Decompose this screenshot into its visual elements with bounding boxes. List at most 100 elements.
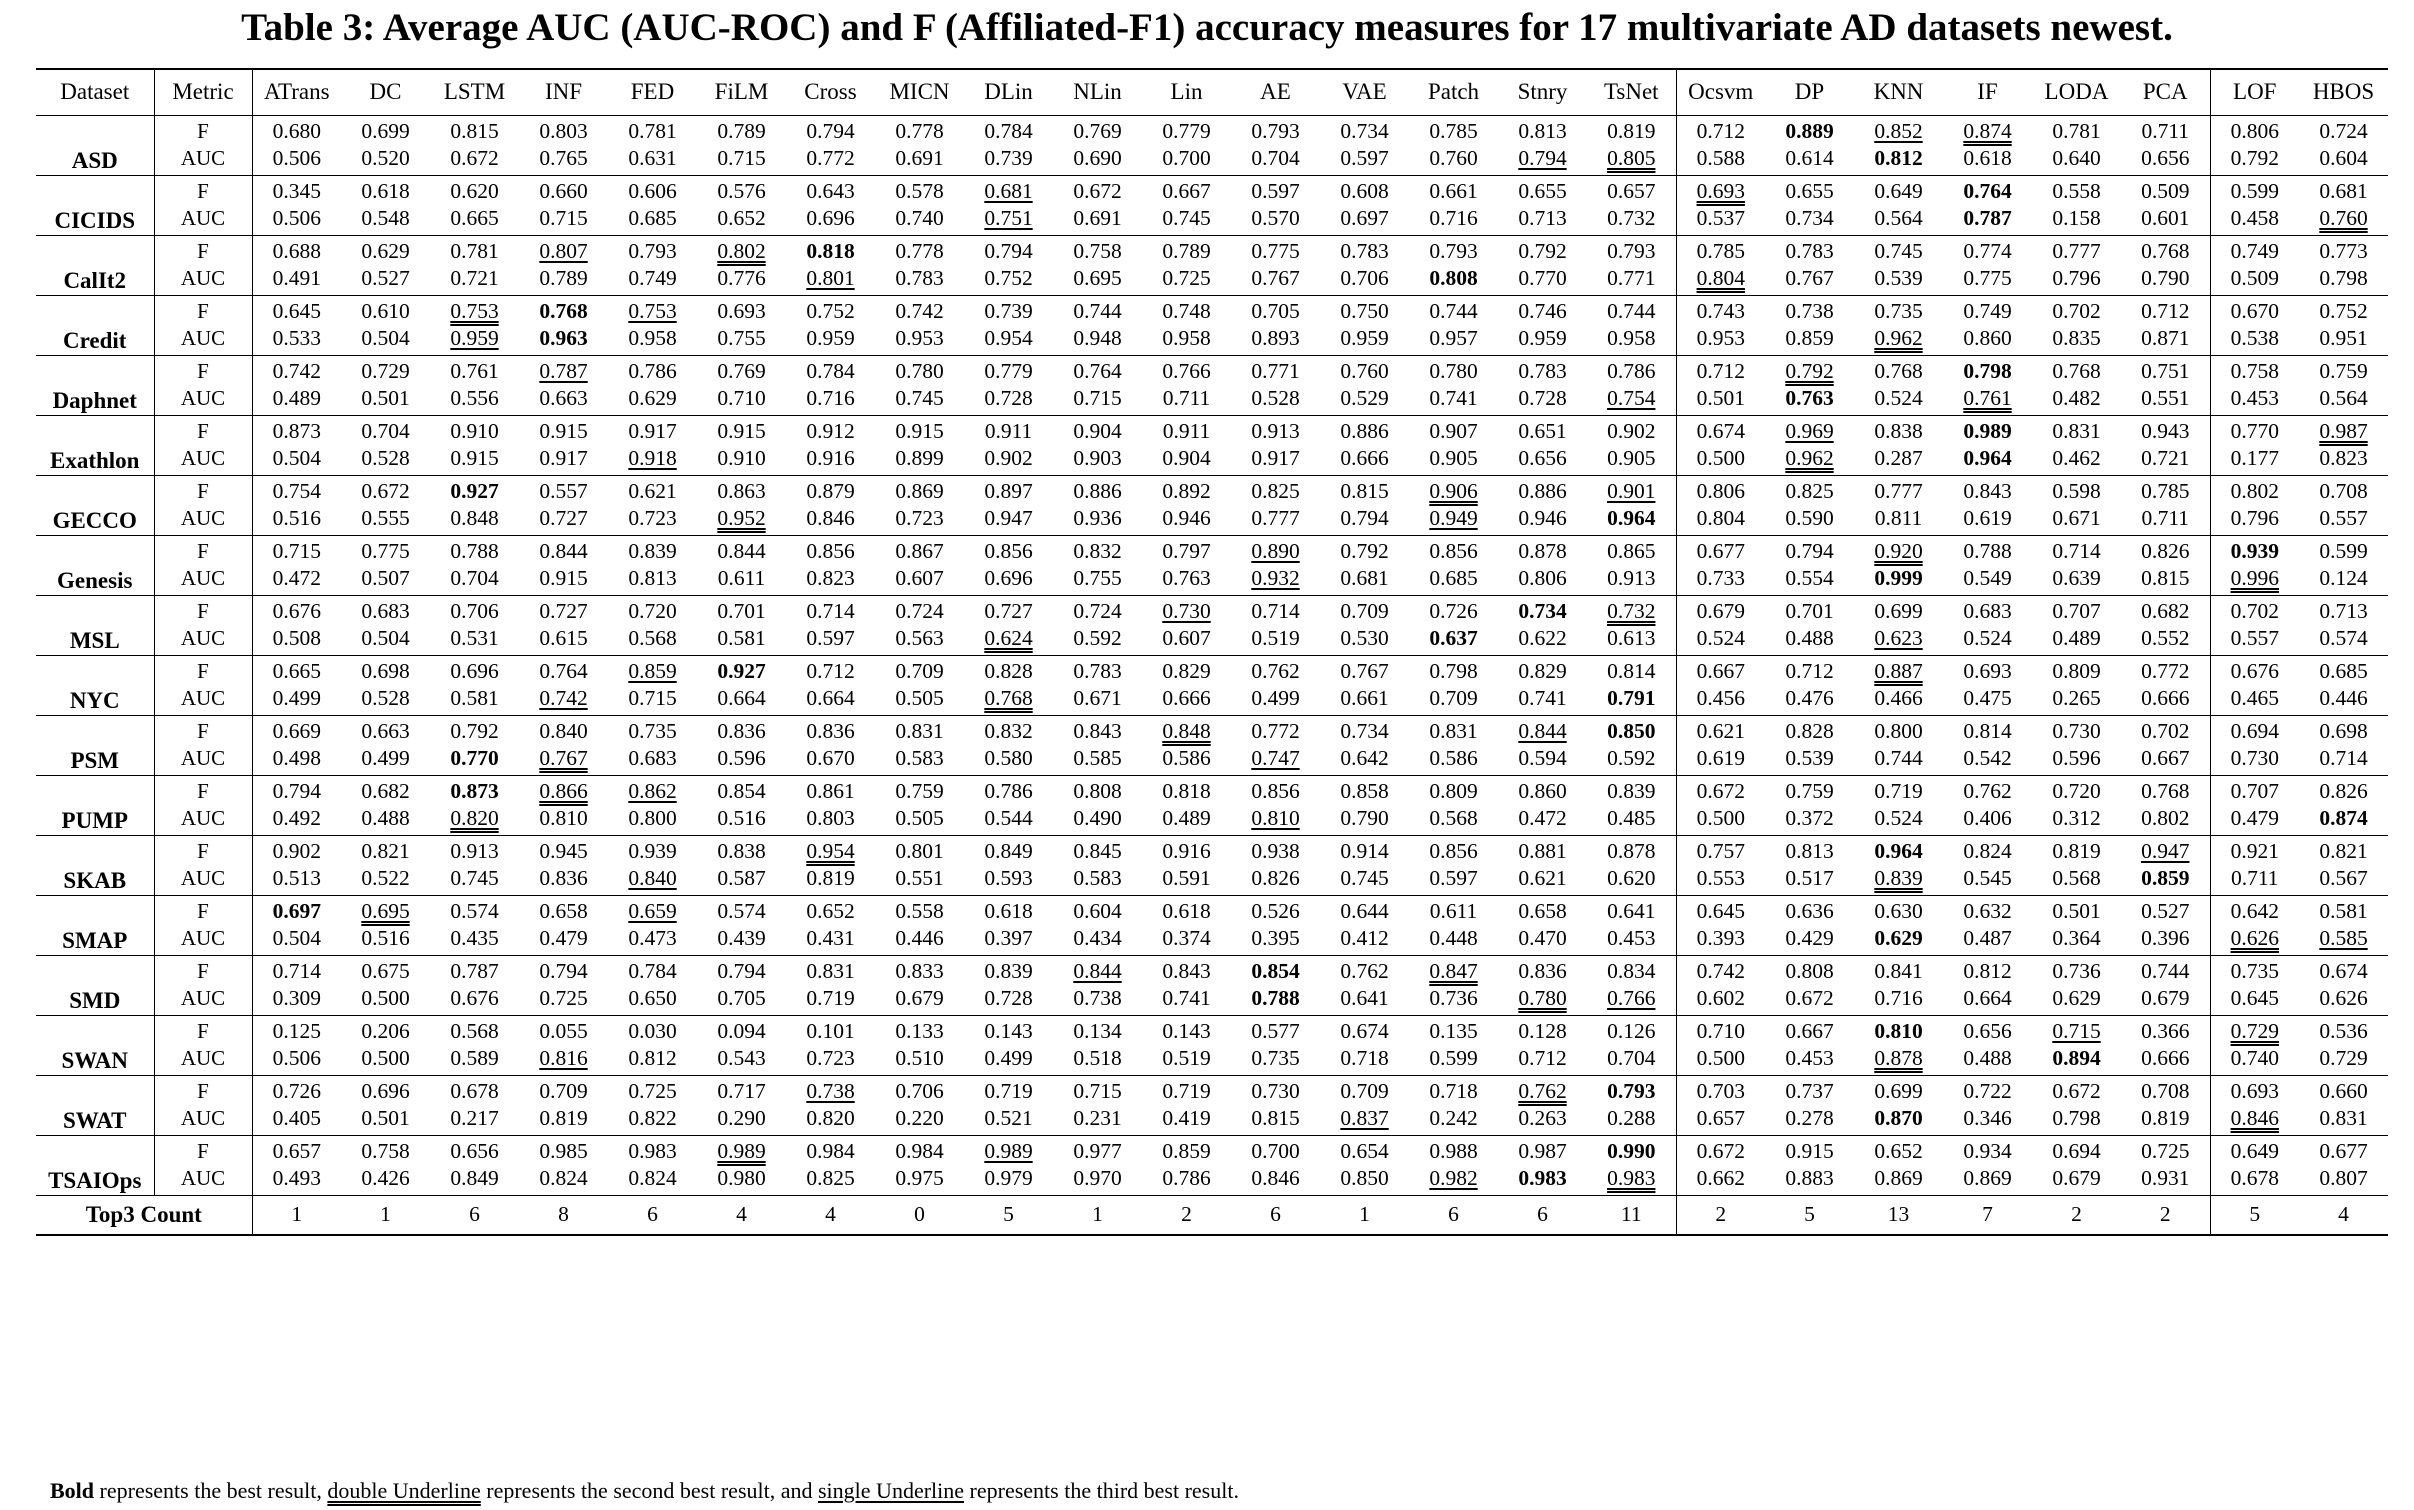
cell-value: 0.614 xyxy=(1785,146,1834,170)
table-cell: 0.671 xyxy=(2032,505,2121,536)
table-cell: 0.623 xyxy=(1854,625,1943,656)
table-cell: 0.539 xyxy=(1765,745,1854,776)
cell-value: 0.499 xyxy=(361,746,410,770)
table-cell: 0.699 xyxy=(1854,595,1943,625)
table-cell: 0.581 xyxy=(697,625,786,656)
table-cell: 0.742 xyxy=(1675,955,1765,985)
cell-value: 0.768 xyxy=(539,299,588,323)
table-cell: 0.815 xyxy=(1231,1105,1320,1136)
cell-value: 0.723 xyxy=(806,1046,855,1070)
table-cell: 0.711 xyxy=(1142,385,1231,416)
table-cell: 0.812 xyxy=(608,1045,697,1076)
cell-value: 0.719 xyxy=(1162,1079,1211,1103)
cell-value: 0.453 xyxy=(2230,386,2279,410)
cell-value: 0.701 xyxy=(717,599,766,623)
cell-value: 0.539 xyxy=(1874,266,1923,290)
table-cell: 0.564 xyxy=(1854,205,1943,236)
table-cell: 0.890 xyxy=(1231,535,1320,565)
dataset-name: NYC xyxy=(36,655,154,716)
cell-value: 0.640 xyxy=(2052,146,2101,170)
table-cell: 0.768 xyxy=(519,295,608,325)
cell-value: 0.806 xyxy=(1518,566,1567,590)
table-cell: 0.592 xyxy=(1053,625,1142,656)
table-cell: 0.729 xyxy=(341,355,430,385)
cell-value: 0.694 xyxy=(2230,719,2279,743)
cell-value: 0.910 xyxy=(450,419,499,443)
table-cell: 0.688 xyxy=(251,235,341,265)
cell-value: 0.696 xyxy=(806,206,855,230)
cell-value: 0.769 xyxy=(1073,119,1122,143)
cell-value: 0.938 xyxy=(1251,839,1300,863)
cell-value: 0.715 xyxy=(539,206,588,230)
cell-value: 0.778 xyxy=(895,239,944,263)
table-cell: 0.959 xyxy=(1498,325,1587,356)
cell-value: 0.927 xyxy=(717,659,766,683)
cell-value: 0.722 xyxy=(1963,1079,2012,1103)
cell-value: 0.506 xyxy=(272,146,321,170)
cell-value: 0.499 xyxy=(1251,686,1300,710)
table-cell: 0.601 xyxy=(2121,205,2210,236)
table-cell: 0.206 xyxy=(341,1015,430,1045)
table-cell: 0.492 xyxy=(251,805,341,836)
top3-count-cell: 6 xyxy=(1409,1195,1498,1236)
cell-value: 0.815 xyxy=(1340,479,1389,503)
cell-value: 0.695 xyxy=(361,899,410,923)
cell-value: 0.751 xyxy=(984,206,1033,230)
cell-value: 0.626 xyxy=(2230,926,2279,950)
table-cell: 0.524 xyxy=(1675,625,1765,656)
cell-value: 0.661 xyxy=(1340,686,1389,710)
cell-value: 0.287 xyxy=(1874,446,1923,470)
table-cell: 0.729 xyxy=(2299,1045,2388,1076)
cell-value: 0.844 xyxy=(1518,719,1567,743)
table-cell: 0.672 xyxy=(1675,775,1765,805)
cell-value: 0.719 xyxy=(984,1079,1033,1103)
table-cell: 0.745 xyxy=(1142,205,1231,236)
top3-count-cell: 4 xyxy=(786,1195,875,1236)
table-cell: 0.683 xyxy=(341,595,430,625)
cell-value: 0.745 xyxy=(895,386,944,410)
cell-value: 0.854 xyxy=(1251,959,1300,983)
cell-value: 0.720 xyxy=(2052,779,2101,803)
table-cell: 0.866 xyxy=(519,775,608,805)
cell-value: 0.724 xyxy=(1073,599,1122,623)
table-cell: 0.996 xyxy=(2209,565,2299,596)
cell-value: 0.505 xyxy=(895,686,944,710)
table-cell: 0.768 xyxy=(2032,355,2121,385)
cell-value: 0.824 xyxy=(539,1166,588,1190)
table-cell: 0.551 xyxy=(875,865,964,896)
cell-value: 0.220 xyxy=(895,1106,944,1130)
table-cell: 0.762 xyxy=(1498,1075,1587,1105)
cell-value: 0.758 xyxy=(1073,239,1122,263)
metric-label: F xyxy=(153,475,252,505)
table-cell: 0.672 xyxy=(1675,1135,1765,1165)
table-cell: 0.667 xyxy=(2121,745,2210,776)
cell-value: 0.396 xyxy=(2141,926,2190,950)
cell-value: 0.742 xyxy=(895,299,944,323)
table-cell: 0.699 xyxy=(341,115,430,145)
table-cell: 0.747 xyxy=(1231,745,1320,776)
cell-value: 0.666 xyxy=(2141,1046,2190,1070)
cell-value: 0.366 xyxy=(2141,1019,2190,1043)
table-cell: 0.588 xyxy=(1675,145,1765,176)
col-header-atrans: ATrans xyxy=(251,68,341,116)
col-header-patch: Patch xyxy=(1409,68,1498,116)
table-cell: 0.779 xyxy=(1142,115,1231,145)
cell-value: 0.828 xyxy=(1785,719,1834,743)
cell-value: 0.577 xyxy=(1251,1019,1300,1043)
table-cell: 0.690 xyxy=(1053,145,1142,176)
cell-value: 0.545 xyxy=(1963,866,2012,890)
table-cell: 0.543 xyxy=(697,1045,786,1076)
table-cell: 0.030 xyxy=(608,1015,697,1045)
cell-value: 0.793 xyxy=(1251,119,1300,143)
cell-value: 0.745 xyxy=(1874,239,1923,263)
cell-value: 0.489 xyxy=(2052,626,2101,650)
table-cell: 0.856 xyxy=(786,535,875,565)
cell-value: 0.808 xyxy=(1429,266,1478,290)
table-cell: 0.749 xyxy=(1943,295,2032,325)
table-cell: 0.772 xyxy=(2121,655,2210,685)
table-cell: 0.904 xyxy=(1053,415,1142,445)
cell-value: 0.706 xyxy=(450,599,499,623)
table-cell: 0.813 xyxy=(608,565,697,596)
table-cell: 0.829 xyxy=(1142,655,1231,685)
cell-value: 0.727 xyxy=(539,599,588,623)
